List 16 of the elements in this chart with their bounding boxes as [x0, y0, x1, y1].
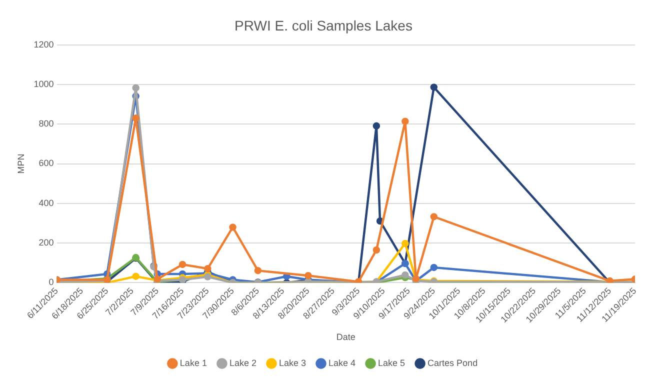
y-tick-label: 1000 [34, 78, 54, 89]
y-tick-label: 800 [38, 118, 54, 129]
y-tick-label: 1200 [34, 39, 54, 50]
legend-label: Lake 4 [328, 358, 356, 368]
y-tick-label: 600 [38, 158, 54, 168]
legend-label: Cartes Pond [428, 358, 478, 368]
legend-label: Lake 5 [378, 358, 406, 368]
legend-label: Lake 3 [278, 358, 306, 368]
y-tick-label: 400 [38, 198, 54, 208]
chart-title: PRWI E. coli Samples Lakes [234, 17, 412, 34]
y-axis-title: MPN [16, 154, 26, 174]
x-axis-title: Date [336, 332, 356, 342]
legend-label: Lake 2 [229, 358, 256, 368]
y-tick-label: 0 [48, 277, 54, 288]
legend-label: Lake 1 [180, 358, 207, 368]
y-tick-label: 200 [38, 238, 54, 248]
